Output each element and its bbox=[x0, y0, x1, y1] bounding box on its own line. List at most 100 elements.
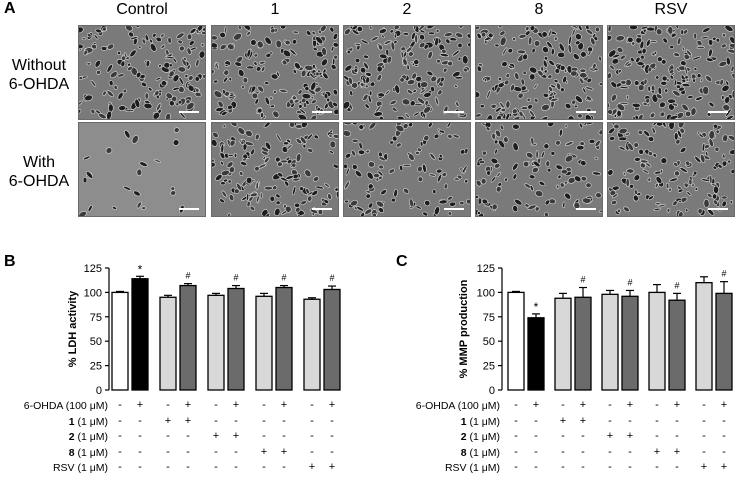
y-tick-label: 50 bbox=[483, 336, 495, 348]
treatment-label-text: RSV (1 μM) bbox=[52, 462, 108, 474]
treatment-sign: - bbox=[608, 461, 612, 473]
treatment-label-text: (1 μM) bbox=[466, 431, 500, 443]
treatment-sign: + bbox=[308, 461, 316, 473]
treatment-sign: - bbox=[166, 399, 170, 411]
y-tick-label: 100 bbox=[477, 287, 495, 299]
treatment-sign: - bbox=[581, 430, 585, 442]
column-header-control: Control bbox=[116, 1, 168, 18]
y-tick-label: 75 bbox=[483, 312, 495, 324]
treatment-sign: - bbox=[282, 415, 286, 427]
treatment-sign: - bbox=[118, 415, 122, 427]
treatment-label-text: RSV (1 μM) bbox=[444, 462, 500, 474]
treatment-sign: - bbox=[702, 415, 706, 427]
significance-marker: # bbox=[674, 280, 679, 290]
bar bbox=[303, 298, 321, 391]
treatment-sign: - bbox=[262, 430, 266, 442]
y-tick-label: 125 bbox=[477, 263, 495, 275]
treatment-sign: - bbox=[608, 415, 612, 427]
treatment-sign: - bbox=[581, 461, 585, 473]
treatment-label-text: (1 μM) bbox=[466, 416, 500, 428]
bar bbox=[601, 293, 619, 391]
treatment-sign: - bbox=[282, 430, 286, 442]
treatment-sign: - bbox=[722, 415, 726, 427]
bar bbox=[695, 281, 713, 391]
treatment-sign: + bbox=[606, 430, 614, 442]
treatment-sign: - bbox=[514, 446, 518, 458]
treatment-sign: + bbox=[212, 430, 220, 442]
micrograph-image bbox=[78, 25, 206, 120]
bar bbox=[621, 295, 639, 391]
treatment-sign: + bbox=[720, 461, 728, 473]
treatment-sign: - bbox=[138, 415, 142, 427]
y-tick-label: 125 bbox=[84, 263, 102, 275]
significance-marker: # bbox=[281, 273, 286, 283]
scale-bar bbox=[444, 208, 464, 210]
treatment-sign: + bbox=[673, 399, 681, 411]
y-tick-label: 25 bbox=[483, 361, 495, 373]
bar bbox=[554, 297, 572, 391]
treatment-sign: + bbox=[260, 446, 268, 458]
scale-bar bbox=[179, 111, 199, 113]
treatment-sign: - bbox=[330, 415, 334, 427]
treatment-sign: - bbox=[118, 461, 122, 473]
treatment-sign: - bbox=[310, 399, 314, 411]
bar bbox=[179, 284, 197, 391]
mmp-treatment-label: 8 (1 μM) bbox=[461, 447, 500, 459]
ldh-treatment-label: 1 (1 μM) bbox=[69, 416, 108, 428]
treatment-sign: + bbox=[626, 430, 634, 442]
bar bbox=[527, 317, 545, 391]
treatment-sign: - bbox=[534, 415, 538, 427]
treatment-sign: - bbox=[138, 461, 142, 473]
scale-bar bbox=[576, 208, 596, 210]
treatment-sign: - bbox=[608, 399, 612, 411]
significance-marker: * bbox=[534, 300, 539, 314]
bar bbox=[323, 288, 341, 391]
significance-marker: # bbox=[233, 273, 238, 283]
y-axis-label: % LDH activity bbox=[67, 290, 79, 367]
ldh-treatment-label: 6-OHDA (100 μM) bbox=[24, 400, 108, 412]
treatment-sign: - bbox=[722, 430, 726, 442]
treatment-sign: - bbox=[214, 399, 218, 411]
compound-number: 8 bbox=[68, 447, 75, 459]
bar bbox=[227, 287, 245, 391]
treatment-sign: - bbox=[186, 461, 190, 473]
treatment-label-text: (1 μM) bbox=[74, 416, 108, 428]
treatment-sign: - bbox=[514, 430, 518, 442]
treatment-sign: - bbox=[262, 399, 266, 411]
treatment-sign: - bbox=[675, 415, 679, 427]
treatment-sign: - bbox=[722, 446, 726, 458]
micrograph-image bbox=[78, 122, 206, 217]
micrograph-image bbox=[607, 122, 735, 217]
treatment-sign: + bbox=[280, 446, 288, 458]
treatment-sign: - bbox=[186, 446, 190, 458]
treatment-sign: - bbox=[234, 446, 238, 458]
treatment-sign: - bbox=[330, 446, 334, 458]
bar bbox=[715, 292, 733, 391]
panel-b-letter: B bbox=[4, 253, 16, 270]
treatment-sign: + bbox=[280, 399, 288, 411]
row-label-line: Without bbox=[11, 57, 67, 74]
treatment-sign: - bbox=[561, 446, 565, 458]
treatment-sign: + bbox=[579, 399, 587, 411]
treatment-label-text: (1 μM) bbox=[466, 447, 500, 459]
treatment-sign: - bbox=[138, 430, 142, 442]
y-tick-label: 100 bbox=[84, 287, 102, 299]
treatment-sign: - bbox=[561, 461, 565, 473]
treatment-sign: - bbox=[534, 461, 538, 473]
treatment-sign: - bbox=[702, 399, 706, 411]
bar bbox=[507, 291, 525, 391]
treatment-label-text: (1 μM) bbox=[74, 431, 108, 443]
row-label-line: With bbox=[23, 154, 55, 171]
treatment-sign: - bbox=[118, 430, 122, 442]
treatment-sign: - bbox=[561, 430, 565, 442]
scale-bar bbox=[312, 111, 332, 113]
ldh-activity-chart: 0 25 50 75 100 125 % LDH activity * # # # # bbox=[67, 262, 341, 397]
mmp-production-chart: 0 25 50 75 100 125 % MMP production * # # # # bbox=[458, 263, 733, 397]
treatment-sign: - bbox=[702, 446, 706, 458]
treatment-sign: - bbox=[118, 446, 122, 458]
treatment-sign: - bbox=[702, 430, 706, 442]
mmp-treatment-label: 1 (1 μM) bbox=[461, 416, 500, 428]
ldh-treatment-label: 2 (1 μM) bbox=[69, 431, 108, 443]
treatment-sign: + bbox=[184, 399, 192, 411]
